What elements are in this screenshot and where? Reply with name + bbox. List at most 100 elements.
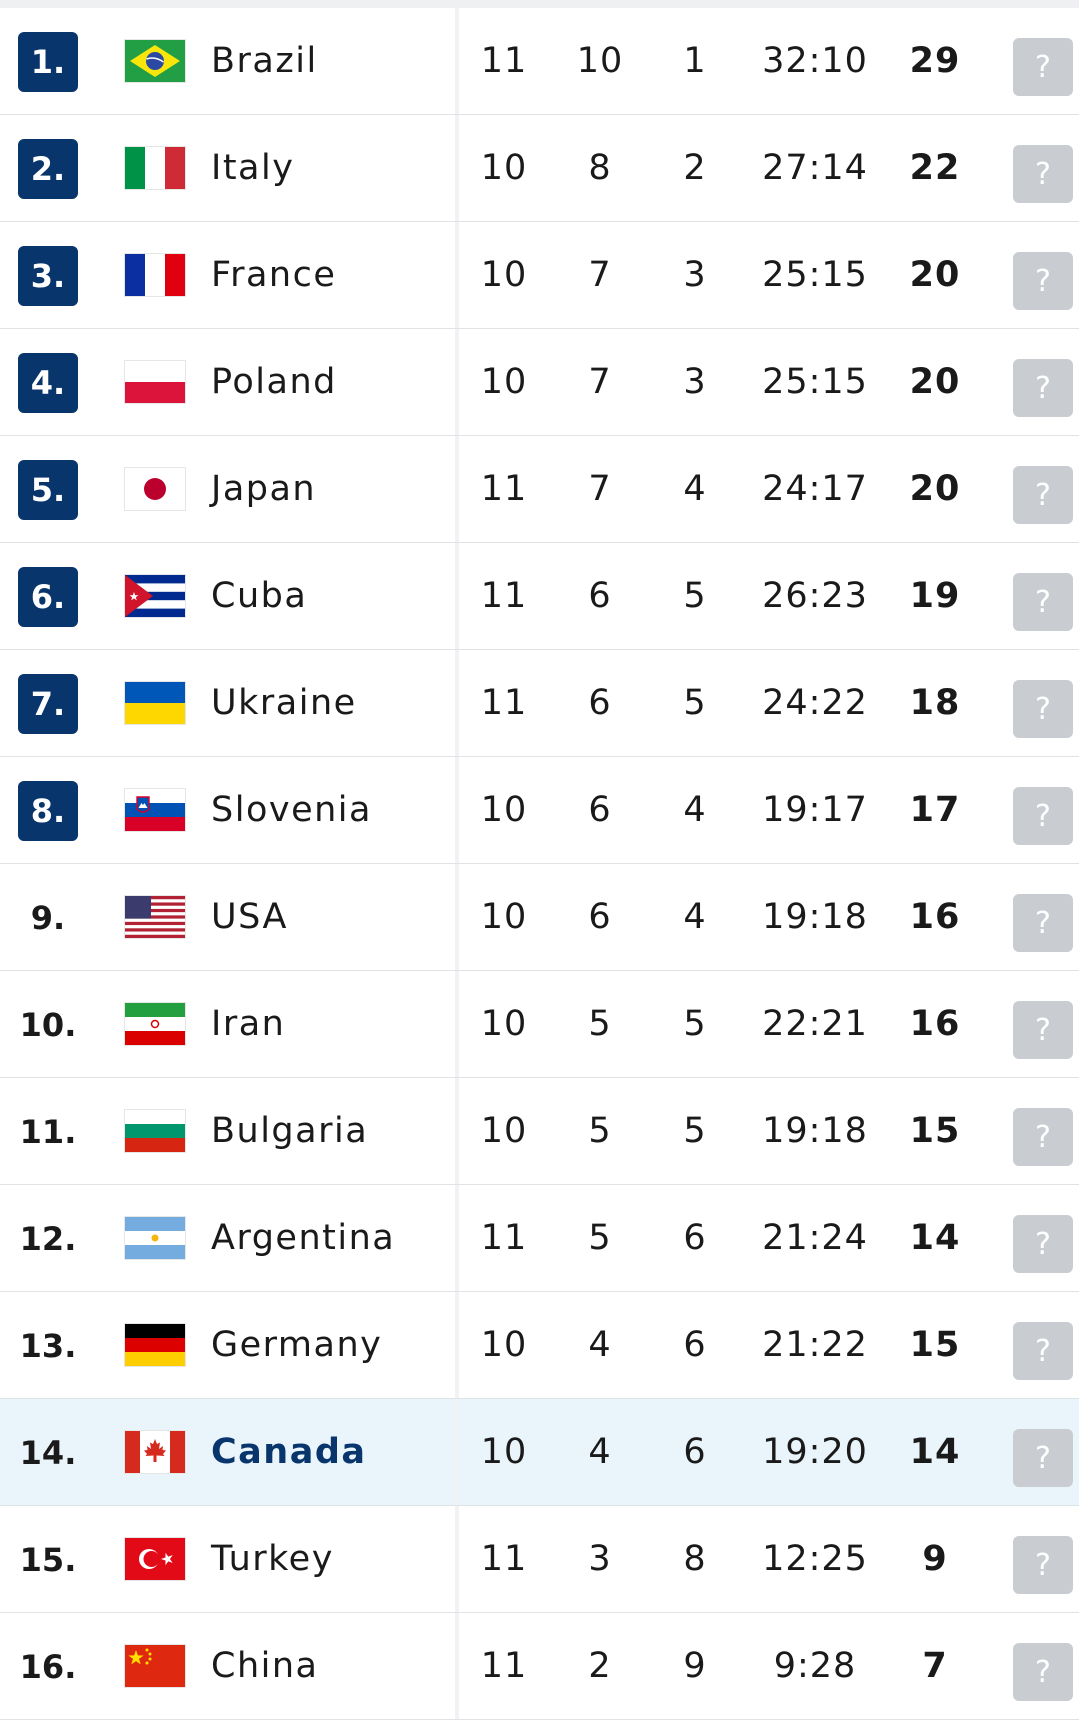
losses: 1 [683,41,707,81]
china-flag-icon [125,1645,185,1687]
sets-ratio: 26:23 [762,576,868,616]
matches-played: 11 [480,469,528,509]
wins: 4 [588,1432,612,1472]
team-name[interactable]: USA [211,897,288,937]
losses: 3 [683,255,707,295]
sets-ratio: 32:10 [762,41,868,81]
sets-ratio: 21:24 [762,1218,868,1258]
matches-played: 10 [480,1432,528,1472]
wins: 6 [588,683,612,723]
form-badge[interactable]: ? [1013,466,1073,524]
top-strip [0,0,1079,8]
matches-played: 10 [480,897,528,937]
form-badge[interactable]: ? [1013,1001,1073,1059]
form-badge[interactable]: ? [1013,680,1073,738]
team-name[interactable]: Italy [211,148,295,188]
team-name[interactable]: Turkey [211,1539,334,1579]
team-name[interactable]: Brazil [211,41,318,81]
points: 14 [909,1218,961,1258]
table-row[interactable]: 3. France 10 7 3 25:15 20 ? [0,222,1079,329]
table-row[interactable]: 16. China 11 2 9 9:28 7 ? [0,1613,1079,1720]
rank-badge: 11. [19,1113,77,1151]
table-row[interactable]: 4. Poland 10 7 3 25:15 20 ? [0,329,1079,436]
table-row[interactable]: 7. Ukraine 11 6 5 24:22 18 ? [0,650,1079,757]
table-row[interactable]: 14. Canada 10 4 6 19:20 14 ? [0,1399,1079,1506]
matches-played: 10 [480,148,528,188]
table-row[interactable]: 10. Iran 10 5 5 22:21 16 ? [0,971,1079,1078]
column-divider [455,1613,459,1719]
table-row[interactable]: 12. Argentina 11 5 6 21:24 14 ? [0,1185,1079,1292]
form-badge[interactable]: ? [1013,359,1073,417]
form-badge[interactable]: ? [1013,1643,1073,1701]
team-name[interactable]: France [211,255,337,295]
table-row[interactable]: 13. Germany 10 4 6 21:22 15 ? [0,1292,1079,1399]
sets-ratio: 27:14 [762,148,868,188]
sets-ratio: 19:18 [762,897,868,937]
team-name[interactable]: Argentina [211,1218,396,1258]
form-badge[interactable]: ? [1013,145,1073,203]
sets-ratio: 25:15 [762,362,868,402]
wins: 7 [588,469,612,509]
form-badge[interactable]: ? [1013,894,1073,952]
form-badge[interactable]: ? [1013,1536,1073,1594]
table-row[interactable]: 6. Cuba 11 6 5 26:23 19 ? [0,543,1079,650]
team-name[interactable]: Ukraine [211,683,357,723]
sets-ratio: 9:28 [773,1646,857,1686]
france-flag-icon [125,254,185,296]
table-row[interactable]: 11. Bulgaria 10 5 5 19:18 15 ? [0,1078,1079,1185]
losses: 4 [683,790,707,830]
losses: 3 [683,362,707,402]
points: 18 [909,683,961,723]
form-badge[interactable]: ? [1013,1215,1073,1273]
form-badge[interactable]: ? [1013,1429,1073,1487]
sets-ratio: 12:25 [762,1539,868,1579]
team-name[interactable]: Canada [211,1432,367,1472]
form-badge[interactable]: ? [1013,1108,1073,1166]
matches-played: 10 [480,1111,528,1151]
standings-table: 1. Brazil 11 10 1 32:10 29 ? 2. Italy 10… [0,8,1079,1720]
rank-badge: 9. [30,899,66,937]
rank-badge: 8. [18,781,78,841]
team-name[interactable]: China [211,1646,319,1686]
team-name[interactable]: Slovenia [211,790,372,830]
matches-played: 10 [480,362,528,402]
form-badge[interactable]: ? [1013,787,1073,845]
rank-badge: 14. [19,1434,77,1472]
table-row[interactable]: 2. Italy 10 8 2 27:14 22 ? [0,115,1079,222]
form-badge[interactable]: ? [1013,252,1073,310]
rank-badge: 3. [18,246,78,306]
team-name[interactable]: Germany [211,1325,383,1365]
sets-ratio: 19:18 [762,1111,868,1151]
form-badge[interactable]: ? [1013,1322,1073,1380]
japan-flag-icon [125,468,185,510]
matches-played: 10 [480,255,528,295]
team-name[interactable]: Iran [211,1004,286,1044]
matches-played: 10 [480,1325,528,1365]
rank-badge: 5. [18,460,78,520]
poland-flag-icon [125,361,185,403]
points: 9 [922,1539,948,1579]
rank-badge: 16. [19,1648,77,1686]
form-badge[interactable]: ? [1013,573,1073,631]
sets-ratio: 25:15 [762,255,868,295]
matches-played: 11 [480,1646,528,1686]
table-row[interactable]: 8. Slovenia 10 6 4 19:17 17 ? [0,757,1079,864]
points: 7 [922,1646,948,1686]
team-name[interactable]: Cuba [211,576,308,616]
table-row[interactable]: 9. USA 10 6 4 19:18 16 ? [0,864,1079,971]
team-name[interactable]: Poland [211,362,337,402]
brazil-flag-icon [125,40,185,82]
points: 16 [909,897,961,937]
sets-ratio: 19:17 [762,790,868,830]
matches-played: 11 [480,683,528,723]
wins: 2 [588,1646,612,1686]
wins: 5 [588,1004,612,1044]
table-row[interactable]: 15. Turkey 11 3 8 12:25 9 ? [0,1506,1079,1613]
column-divider [455,543,459,649]
table-row[interactable]: 5. Japan 11 7 4 24:17 20 ? [0,436,1079,543]
team-name[interactable]: Bulgaria [211,1111,369,1151]
team-name[interactable]: Japan [211,469,317,509]
sets-ratio: 19:20 [762,1432,868,1472]
form-badge[interactable]: ? [1013,38,1073,96]
table-row[interactable]: 1. Brazil 11 10 1 32:10 29 ? [0,8,1079,115]
